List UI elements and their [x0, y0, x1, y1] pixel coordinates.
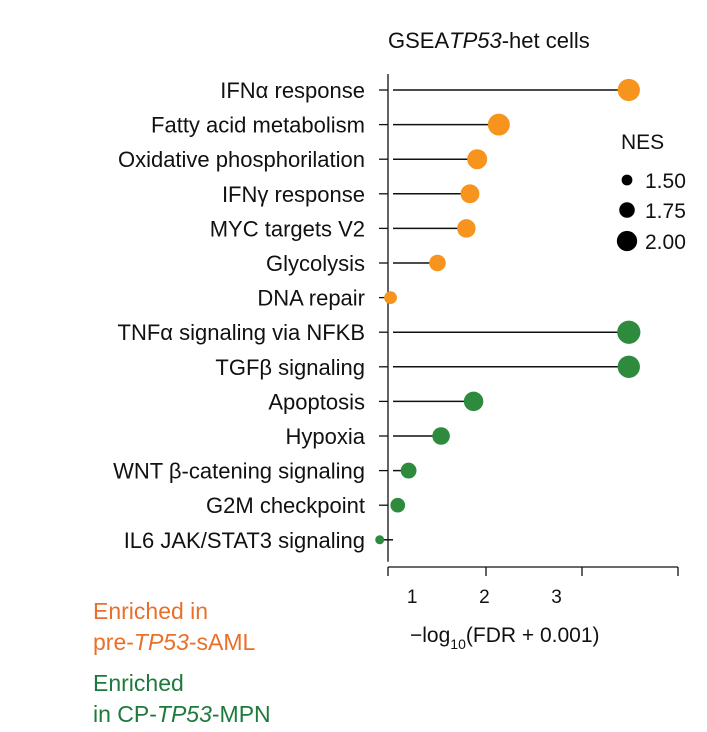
lollipop-dot [487, 113, 510, 136]
lollipop-dot [467, 149, 488, 170]
x-axis [387, 566, 679, 576]
legend-note-MPN: Enriched in CP-TP53-MPN [93, 668, 271, 730]
x-tick-label: 1 [407, 587, 418, 608]
category-labels: IFNα response Fatty acid metabolism Oxidat… [113, 78, 366, 553]
legend-size-dot [619, 202, 635, 218]
category-label: Oxidative phosphorilation [118, 147, 365, 172]
category-label: IFNγ response [222, 182, 365, 207]
category-label: Hypoxia [286, 424, 366, 449]
category-label: IFNα response [220, 78, 365, 103]
x-tick-label: 2 [479, 587, 490, 608]
lollipop-dot [400, 462, 417, 479]
y-axis [379, 74, 389, 562]
note-line: Enriched [93, 670, 184, 696]
legend-size-label: 1.50 [645, 170, 686, 193]
lollipop-dot [390, 497, 406, 513]
lollipop-dot [432, 427, 450, 445]
category-label: Apoptosis [268, 389, 365, 414]
chart-title: GSEATP53-het cells [388, 28, 590, 53]
x-axis-title: −log10(FDR + 0.001) [410, 624, 600, 652]
lollipop-dot [617, 320, 641, 344]
size-legend: NES 1.50 1.75 2.00 [616, 131, 686, 254]
category-label: TNFα signaling via NFKB [118, 320, 365, 345]
lollipop-dots [375, 78, 641, 545]
lollipop-dot [375, 535, 385, 545]
category-label: MYC targets V2 [210, 216, 365, 241]
lollipop-dot [460, 184, 480, 204]
category-label: G2M checkpoint [206, 493, 365, 518]
lollipop-dot [429, 254, 446, 272]
category-label: TGFβ signaling [215, 355, 365, 380]
legend-size-label: 1.75 [645, 200, 686, 223]
lollipop-dot [457, 219, 476, 238]
lollipop-stems [379, 89, 629, 541]
lollipop-dot [617, 355, 640, 378]
category-label: WNT β-catening signaling [113, 459, 365, 484]
category-label: IL6 JAK/STAT3 signaling [124, 528, 365, 553]
lollipop-dot [617, 78, 640, 102]
x-tick-labels: 1 2 3 [407, 587, 562, 608]
category-label: Fatty acid metabolism [151, 113, 365, 138]
legend-size-dot [621, 174, 633, 186]
legend-title: NES [621, 131, 664, 154]
note-line: Enriched in [93, 598, 209, 624]
lollipop-dot [384, 291, 397, 304]
note-line: pre-TP53-sAML [93, 629, 256, 655]
category-label: DNA repair [257, 286, 365, 311]
legend-size-label: 2.00 [645, 231, 686, 254]
x-tick-label: 3 [551, 587, 562, 608]
category-label: Glycolysis [266, 251, 365, 276]
lollipop-dot [463, 391, 484, 412]
legend-size-dot [616, 230, 638, 252]
legend-note-sAML: Enriched in pre-TP53-sAML [93, 596, 255, 658]
note-line: in CP-TP53-MPN [93, 701, 271, 727]
